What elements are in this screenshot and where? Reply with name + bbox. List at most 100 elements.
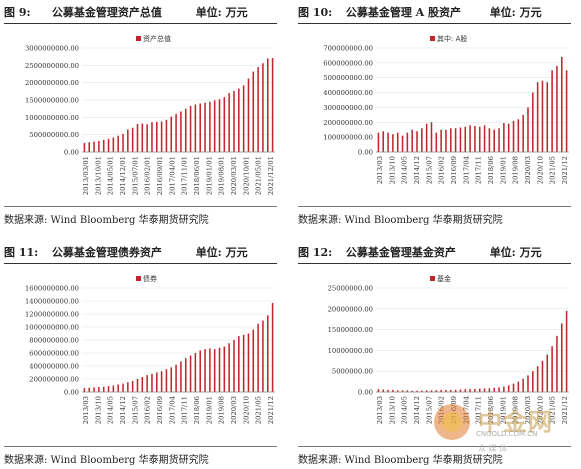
bar	[247, 333, 250, 392]
x-tick-label: 2016/09	[450, 156, 458, 184]
figure-name: 公募基金管理债券资产	[51, 246, 162, 259]
bar	[175, 364, 177, 392]
bar	[228, 93, 230, 152]
chart-panel-4: 图 12: 公募基金管理基金资产 单位: 万元 基金 0.00 5000000.00…	[294, 240, 575, 468]
bar	[512, 383, 515, 392]
bar	[233, 90, 235, 152]
bar	[262, 320, 264, 392]
bar	[146, 124, 148, 152]
legend-label: 债券	[143, 274, 157, 283]
legend-swatch	[430, 36, 435, 41]
bar	[512, 120, 515, 152]
bar	[136, 123, 139, 152]
x-tick-label: 2014/12	[119, 396, 127, 424]
bar	[556, 335, 558, 392]
bar	[213, 349, 216, 392]
y-tick-label: 500000000.00	[323, 74, 373, 82]
bar	[474, 388, 476, 392]
legend: 资产总值	[136, 34, 171, 43]
bar	[440, 389, 442, 392]
data-source: 数据来源: Wind Bloomberg 华泰期货研究院	[4, 206, 277, 226]
bar	[117, 384, 119, 392]
bar	[454, 389, 457, 392]
bar	[107, 138, 110, 152]
bar	[218, 99, 221, 152]
x-tick-label: 2017/04	[462, 156, 470, 184]
x-tick-label: 2013/10	[94, 396, 102, 424]
y-tick-label: 1600000000.00	[25, 285, 79, 293]
x-tick-label: 2017/11	[181, 396, 189, 424]
y-tick-label: 3000000000.00	[25, 45, 79, 53]
bar	[459, 389, 462, 392]
bar	[560, 323, 563, 392]
data-source: 数据来源: Wind Bloomberg 华泰期货研究院	[298, 206, 571, 226]
bar	[151, 122, 153, 152]
bar	[271, 302, 274, 392]
bar	[88, 142, 91, 152]
bar	[435, 132, 438, 152]
bar-chart: 债券 0.00 200000000.00 400000000.00 600000000.…	[25, 274, 275, 424]
bar	[112, 385, 115, 392]
figure-unit: 单位: 万元	[195, 6, 248, 19]
x-tick-label: 2019/01	[205, 396, 213, 424]
figure-number: 图 10:	[298, 6, 333, 19]
bar	[532, 92, 534, 152]
bar	[435, 390, 438, 392]
y-tick-label: 20000000.00	[328, 305, 373, 313]
bar	[194, 104, 197, 152]
bar	[450, 128, 452, 152]
x-tick-label: 2013/03	[82, 396, 90, 424]
y-tick-label: 700000000.00	[323, 45, 373, 53]
bar	[450, 389, 452, 392]
x-tick-label: 2017/04	[168, 396, 176, 424]
bar	[131, 380, 134, 392]
x-tick-label: 2015/07	[425, 156, 433, 184]
bar	[483, 125, 486, 152]
x-tick-label: 2020/03	[230, 396, 238, 424]
bar	[445, 129, 447, 152]
x-tick-label: 2019/01	[499, 156, 507, 184]
bar	[546, 82, 549, 152]
y-tick-label: 400000000.00	[323, 89, 373, 97]
x-tick-label: 2019/08	[512, 396, 520, 424]
x-tick-label: 2019/08	[512, 156, 520, 184]
y-tick-label: 0.00	[358, 149, 373, 157]
x-tick-label: 2018/06	[193, 396, 201, 424]
bar	[170, 116, 173, 152]
bar	[83, 142, 86, 152]
bar	[266, 315, 269, 392]
x-tick-label: 2016/02	[144, 396, 152, 424]
y-tick-label: 2000000000.00	[25, 79, 79, 87]
x-tick-label: 2014/12	[413, 396, 421, 424]
bar	[498, 128, 500, 152]
bar	[401, 390, 404, 392]
bar	[527, 107, 529, 152]
x-tick-label: 2020/03	[524, 396, 532, 424]
y-tick-label: 1000000000.00	[25, 114, 79, 122]
figure-unit: 单位: 万元	[489, 6, 542, 19]
bar	[469, 389, 471, 392]
bar	[127, 129, 129, 152]
chart-panel-1: 图 9: 公募基金管理资产总值 单位: 万元 资产总值 0.00 500000000…	[0, 0, 281, 228]
bar	[430, 390, 433, 392]
bar	[445, 389, 447, 392]
bar	[141, 123, 144, 152]
chart-panel-3: 图 11: 公募基金管理债券资产 单位: 万元 债券 0.00 200000000.…	[0, 240, 281, 468]
x-tick-label: 2021/12	[561, 156, 569, 184]
bar	[107, 386, 110, 392]
bar	[382, 131, 385, 152]
bar	[233, 340, 235, 392]
bar	[396, 132, 399, 152]
bar	[527, 375, 529, 392]
legend: 基金	[430, 274, 451, 283]
bar	[117, 135, 119, 152]
bar	[223, 346, 226, 392]
bar	[488, 388, 491, 392]
data-source: 数据来源: Wind Bloomberg 华泰期货研究院	[298, 446, 571, 466]
data-source: 数据来源: Wind Bloomberg 华泰期货研究院	[4, 446, 277, 466]
x-tick-label: 2019/01	[499, 396, 507, 424]
x-tick-label: 2015/07	[131, 396, 139, 424]
legend-label: 资产总值	[143, 34, 171, 43]
y-tick-label: 600000000.00	[29, 350, 79, 358]
x-tick-label: 2013/03/01	[82, 156, 90, 195]
